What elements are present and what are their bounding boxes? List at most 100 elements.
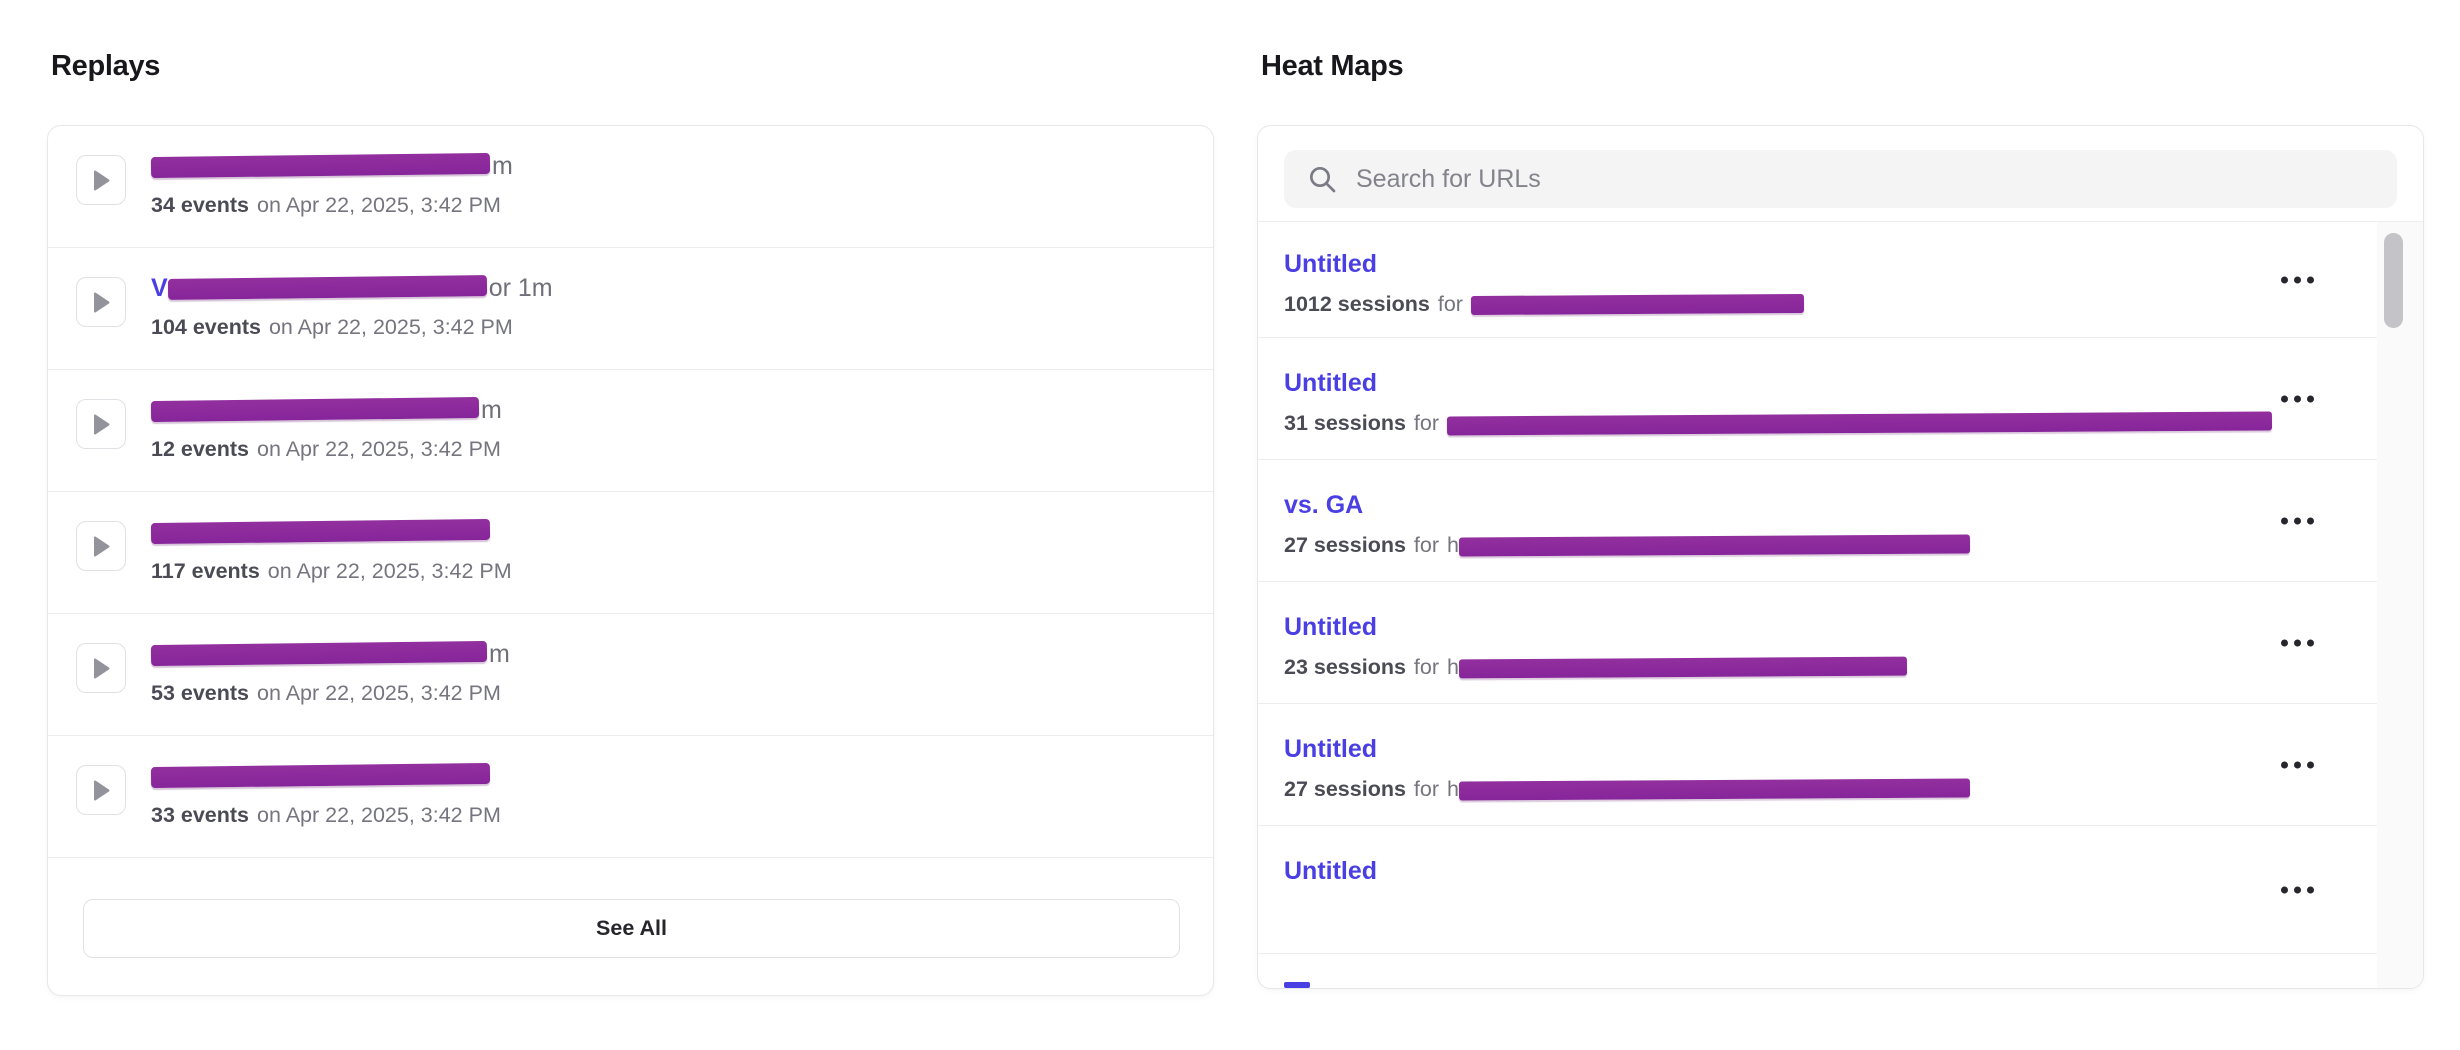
- row-menu-button[interactable]: [2271, 876, 2324, 903]
- replay-play-button[interactable]: [76, 399, 126, 449]
- ellipsis-icon: [2307, 395, 2314, 402]
- heatmap-title-link[interactable]: Untitled: [1284, 250, 1378, 278]
- heatmap-list-item: Untitled 31 sessions for: [1258, 338, 2377, 460]
- play-icon: [93, 536, 110, 557]
- heatmaps-title: Heat Maps: [1261, 50, 1404, 82]
- heatmap-scrollbar-thumb[interactable]: [2384, 233, 2403, 328]
- url-redaction-bar: [1458, 533, 1971, 557]
- replay-play-button[interactable]: [76, 277, 126, 327]
- ellipsis-icon: [2307, 639, 2314, 646]
- replay-list-item: 33 events on Apr 22, 2025, 3:42 PM: [48, 736, 1213, 858]
- replay-play-button[interactable]: [76, 643, 126, 693]
- for-label: for: [1413, 655, 1440, 679]
- for-label: for: [1413, 777, 1440, 801]
- session-count: 27 sessions: [1284, 533, 1406, 557]
- heatmap-list-item: Untitled 23 sessions for h: [1258, 582, 2377, 704]
- play-icon: [93, 170, 110, 191]
- ellipsis-icon: [2281, 395, 2288, 402]
- heatmap-search-input[interactable]: [1354, 163, 2375, 195]
- heatmap-search-section: [1258, 126, 2423, 222]
- ellipsis-icon: [2294, 395, 2301, 402]
- replay-title-line[interactable]: [150, 761, 501, 791]
- heatmap-list-item: Untitled: [1258, 826, 2377, 954]
- ellipsis-icon: [2294, 761, 2301, 768]
- session-count: 31 sessions: [1284, 411, 1406, 435]
- row-menu-button[interactable]: [2271, 629, 2324, 656]
- replay-title-line[interactable]: [150, 517, 512, 547]
- heatmap-list-item: vs. GA 27 sessions for h: [1258, 460, 2377, 582]
- replay-item-text: m 53 events on Apr 22, 2025, 3:42 PM: [150, 639, 510, 706]
- row-menu-button[interactable]: [2271, 507, 2324, 534]
- redaction-bar: [150, 640, 488, 667]
- heatmaps-card: Untitled 1012 sessions for Untitled 31 s…: [1257, 125, 2424, 989]
- replay-date: on Apr 22, 2025, 3:42 PM: [257, 681, 501, 705]
- row-menu-button[interactable]: [2271, 266, 2324, 293]
- url-fragment: h: [1447, 777, 1459, 801]
- ellipsis-icon: [2281, 517, 2288, 524]
- replay-title-line[interactable]: m: [150, 395, 502, 425]
- heatmap-title-link[interactable]: Untitled: [1284, 857, 1378, 885]
- ellipsis-icon: [2307, 761, 2314, 768]
- heatmap-title-link[interactable]: Untitled: [1284, 369, 1378, 397]
- visit-duration-fragment: m: [481, 396, 502, 424]
- see-all-section: See All: [48, 858, 1213, 958]
- replay-meta-line: 117 events on Apr 22, 2025, 3:42 PM: [151, 558, 512, 584]
- replay-date: on Apr 22, 2025, 3:42 PM: [268, 315, 513, 339]
- play-icon: [93, 658, 110, 679]
- heatmap-list-body: Untitled 1012 sessions for Untitled 31 s…: [1258, 222, 2423, 988]
- see-all-button[interactable]: See All: [83, 899, 1180, 958]
- replay-item-text: 33 events on Apr 22, 2025, 3:42 PM: [150, 761, 501, 828]
- heatmap-title-link[interactable]: Untitled: [1284, 735, 1378, 763]
- event-count: 34 events: [151, 193, 250, 217]
- ellipsis-icon: [2307, 276, 2314, 283]
- replay-list-item: m 34 events on Apr 22, 2025, 3:42 PM: [48, 126, 1213, 248]
- session-count: 23 sessions: [1284, 655, 1406, 679]
- replay-play-button[interactable]: [76, 521, 126, 571]
- url-fragment: h: [1447, 655, 1459, 679]
- url-redaction-bar: [1458, 777, 1971, 801]
- play-icon: [93, 414, 110, 435]
- visit-duration-fragment: or 1m: [488, 274, 553, 302]
- url-redaction-bar: [1470, 293, 1804, 315]
- replay-play-button[interactable]: [76, 155, 126, 205]
- replay-date: on Apr 22, 2025, 3:42 PM: [257, 193, 501, 217]
- row-menu-button[interactable]: [2271, 751, 2324, 778]
- ellipsis-icon: [2294, 276, 2301, 283]
- play-icon: [93, 292, 110, 313]
- event-count: 53 events: [151, 681, 250, 705]
- row-menu-button[interactable]: [2271, 385, 2324, 412]
- ellipsis-icon: [2281, 761, 2288, 768]
- replay-list-item: m 12 events on Apr 22, 2025, 3:42 PM: [48, 370, 1213, 492]
- replay-title-line[interactable]: m: [150, 151, 513, 181]
- redaction-bar: [150, 518, 491, 545]
- heatmap-search-box[interactable]: [1284, 150, 2397, 208]
- replay-meta-line: 34 events on Apr 22, 2025, 3:42 PM: [151, 192, 513, 218]
- replay-date: on Apr 22, 2025, 3:42 PM: [267, 559, 512, 583]
- heatmap-scrollbar-track[interactable]: [2377, 222, 2423, 988]
- url-fragment: h: [1447, 533, 1459, 557]
- redaction-bar: [150, 762, 491, 789]
- event-count: 104 events: [151, 315, 261, 339]
- replay-date: on Apr 22, 2025, 3:42 PM: [257, 437, 501, 461]
- for-label: for: [1413, 411, 1440, 435]
- replay-play-button[interactable]: [76, 765, 126, 815]
- for-label: for: [1437, 292, 1463, 316]
- event-count: 117 events: [151, 559, 260, 583]
- heatmap-list-item-partial: [1258, 954, 2377, 988]
- replay-item-text: m 34 events on Apr 22, 2025, 3:42 PM: [150, 151, 513, 218]
- heatmap-meta-line: 31 sessions for: [1284, 410, 2273, 436]
- ellipsis-icon: [2281, 639, 2288, 646]
- replay-title-line[interactable]: m: [150, 639, 510, 669]
- replays-section: Replays m 34 events on Apr 22, 2025, 3:42…: [47, 50, 1214, 996]
- ellipsis-icon: [2307, 517, 2314, 524]
- heatmap-title-link[interactable]: vs. GA: [1284, 491, 1364, 519]
- heatmap-title-link[interactable]: Untitled: [1284, 613, 1378, 641]
- replays-title: Replays: [51, 50, 161, 82]
- heatmap-meta-line: 23 sessions for h: [1284, 654, 2257, 680]
- heatmap-meta-line: 1012 sessions for: [1284, 291, 2257, 317]
- event-count: 33 events: [151, 803, 250, 827]
